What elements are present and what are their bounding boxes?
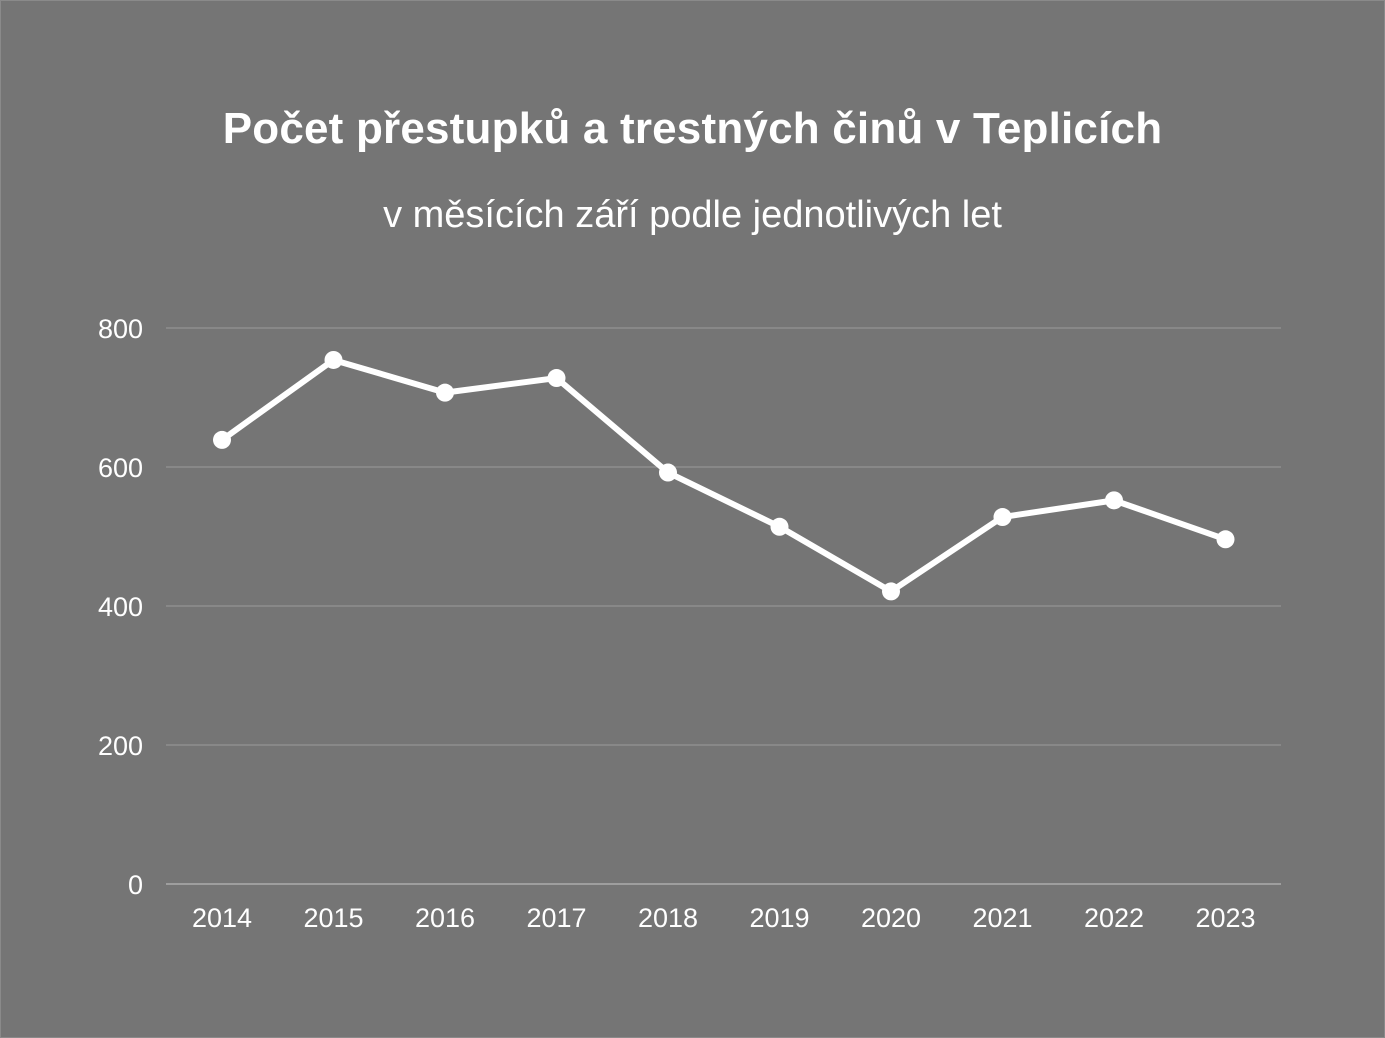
- y-tick-label-0: 0: [128, 870, 143, 900]
- x-tick-label-2018: 2018: [638, 903, 698, 933]
- data-point-2014: [213, 430, 231, 449]
- data-point-2017: [547, 369, 566, 388]
- chart-subtitle: v měsících září podle jednotlivých let: [383, 194, 1002, 236]
- x-tick-label-2023: 2023: [1195, 903, 1255, 933]
- x-tick-label-2014: 2014: [192, 903, 252, 933]
- data-point-2018: [659, 463, 677, 482]
- y-tick-label-200: 200: [98, 731, 143, 761]
- data-point-2015: [324, 350, 343, 369]
- y-axis-tick-labels: 0 200 400 600 800: [98, 314, 143, 900]
- data-point-2019: [770, 517, 789, 536]
- gridlines: [166, 327, 1281, 885]
- x-tick-label-2020: 2020: [861, 903, 921, 933]
- x-tick-label-2019: 2019: [749, 903, 809, 933]
- y-tick-label-400: 400: [98, 592, 143, 622]
- y-tick-label-600: 600: [98, 453, 143, 483]
- chart-title: Počet přestupků a trestných činů v Tepli…: [222, 104, 1163, 153]
- x-axis-tick-labels: 2014 2015 2016 2017 2018 2019 2020 2021 2022 2023: [192, 903, 1256, 933]
- x-tick-label-2022: 2022: [1084, 903, 1144, 933]
- x-tick-label-2017: 2017: [526, 903, 586, 933]
- data-point-2020: [882, 582, 900, 601]
- data-point-2023: [1216, 530, 1235, 549]
- x-tick-label-2016: 2016: [415, 903, 475, 933]
- data-point-2021: [993, 508, 1012, 527]
- y-tick-label-800: 800: [98, 314, 143, 344]
- series-line: [219, 356, 1229, 595]
- data-series: [213, 350, 1235, 601]
- x-tick-label-2015: 2015: [303, 903, 363, 933]
- data-point-2016: [436, 383, 454, 402]
- x-tick-label-2021: 2021: [972, 903, 1032, 933]
- data-point-2022: [1105, 491, 1123, 510]
